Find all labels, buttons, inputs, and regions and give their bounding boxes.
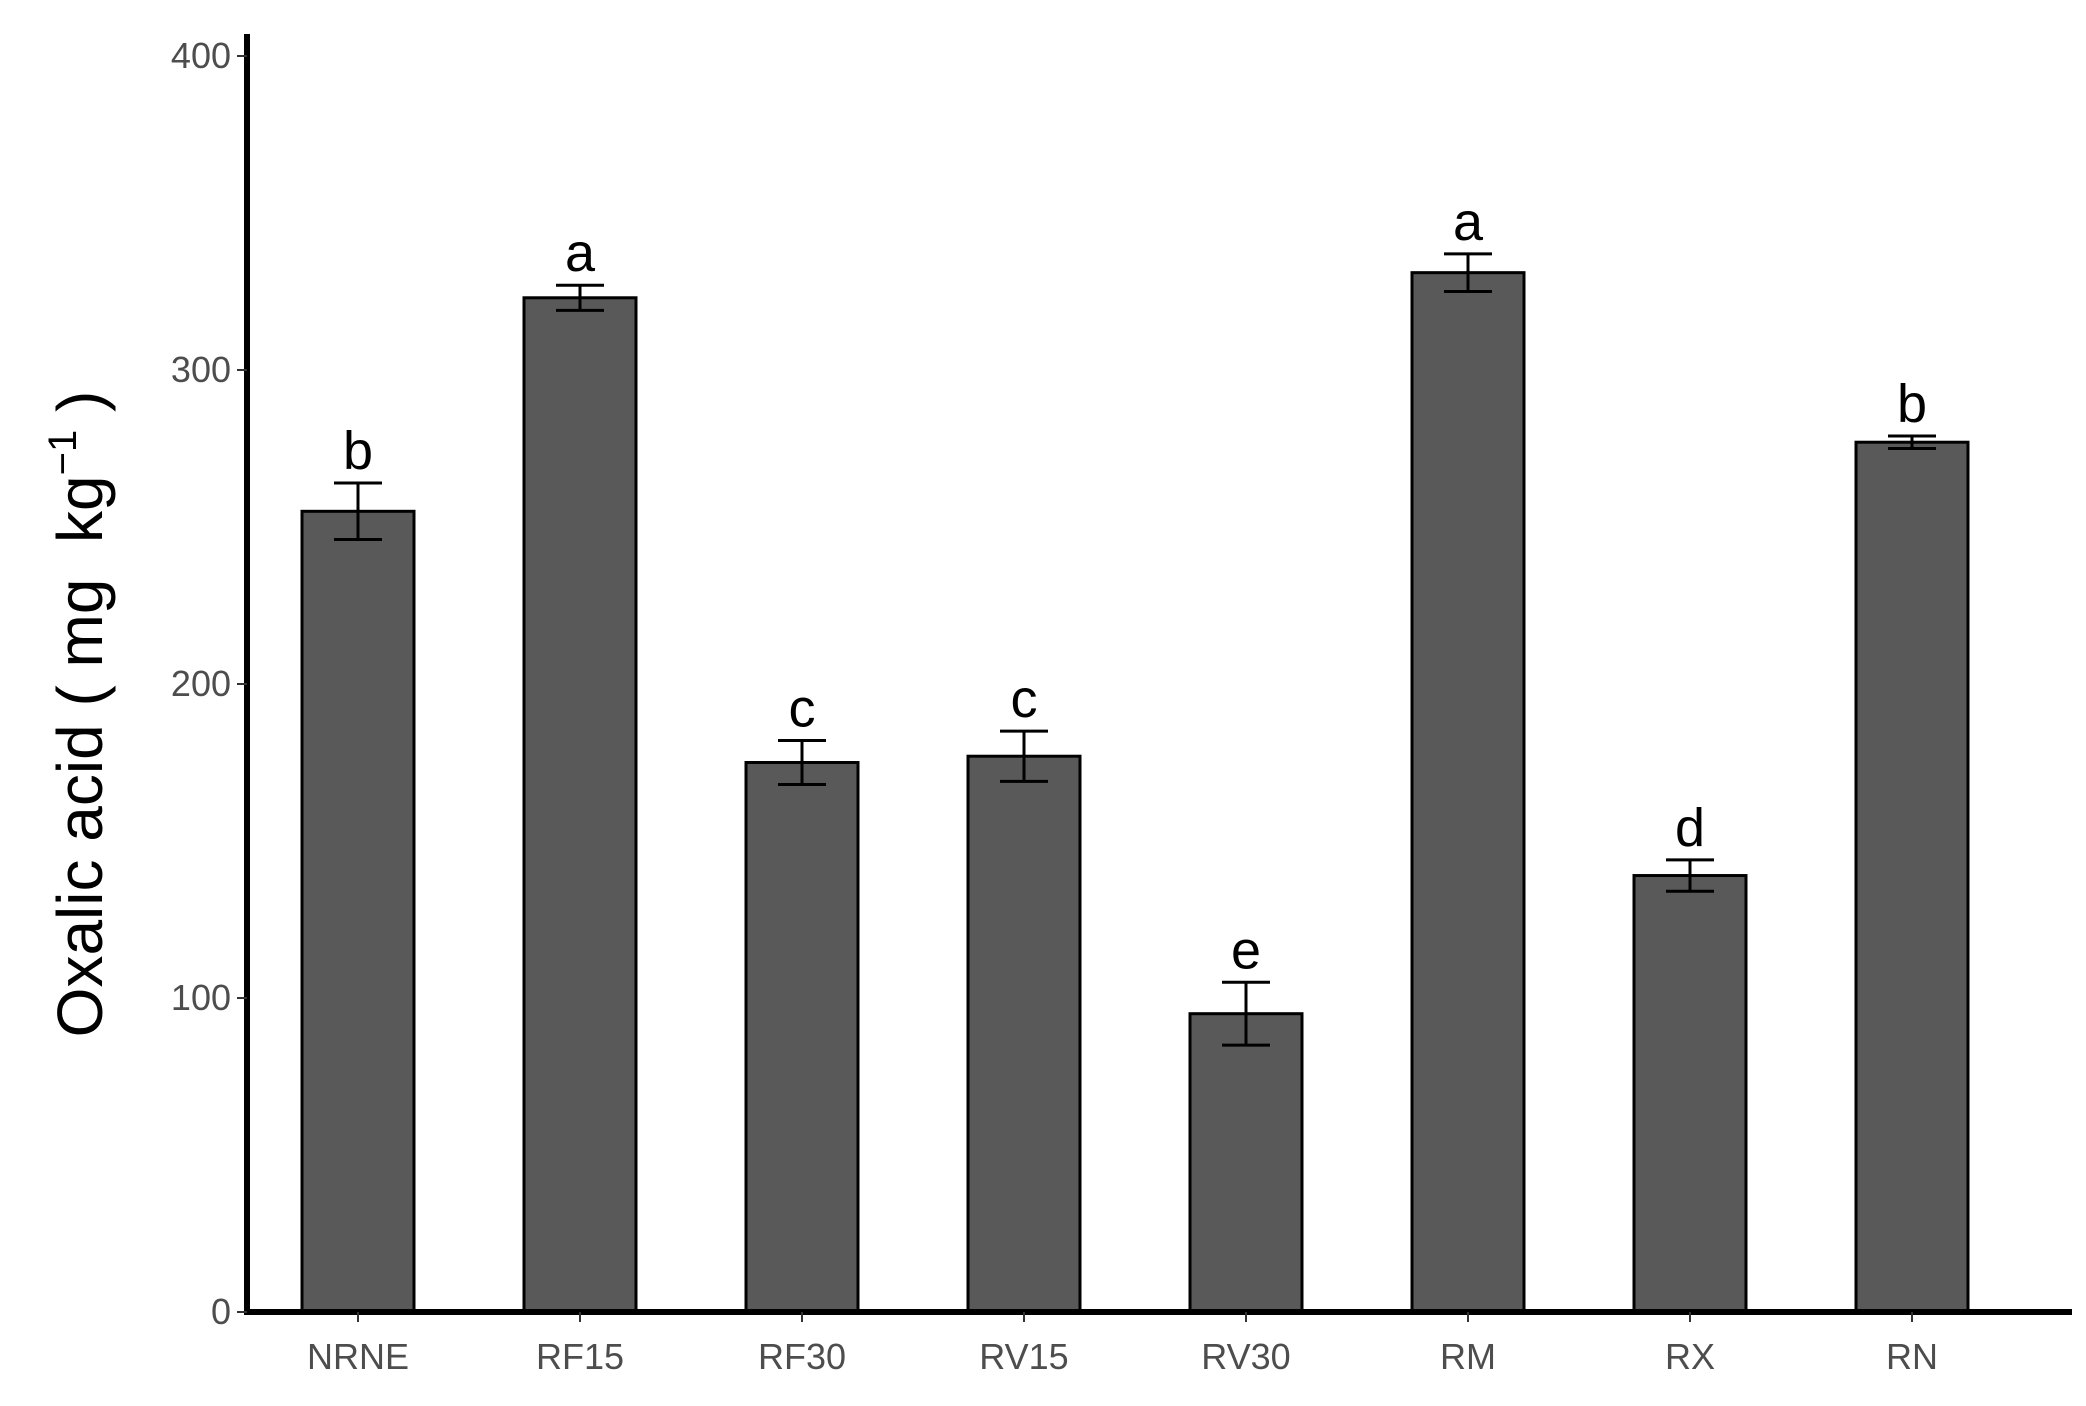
significance-label: c (789, 679, 816, 739)
error-bars (334, 252, 1936, 1047)
significance-label: d (1675, 798, 1705, 858)
y-ticks: 0 100 200 300 400 (171, 35, 247, 1332)
bar-rv15 (966, 754, 1082, 1314)
x-tick-label: RX (1665, 1336, 1715, 1377)
significance-label: b (1897, 374, 1927, 434)
x-tick-label: RF15 (536, 1336, 624, 1377)
bar-rm (1410, 271, 1526, 1314)
bar-rn (1854, 440, 1970, 1314)
y-axis-title-main: Oxalic acid ( mg kg (44, 475, 116, 1037)
significance-label: a (565, 223, 596, 283)
bar-nrne (300, 509, 416, 1314)
x-tick-label: RF30 (758, 1336, 846, 1377)
bar-rx (1632, 874, 1748, 1314)
significance-label: a (1453, 192, 1484, 252)
bar-rv30 (1188, 1012, 1304, 1314)
y-axis-title-superscript: −1 (41, 430, 85, 476)
x-tick-label: RV30 (1201, 1336, 1290, 1377)
bar-rf15 (522, 296, 638, 1314)
y-tick-label: 0 (211, 1291, 231, 1332)
y-tick-label: 200 (171, 663, 231, 704)
x-ticks: NRNE RF15 RF30 RV15 RV30 RM RX RN (307, 1312, 1938, 1377)
bar-marks (300, 271, 1970, 1314)
x-tick-label: NRNE (307, 1336, 409, 1377)
y-tick-label: 100 (171, 977, 231, 1018)
significance-label: b (343, 421, 373, 481)
y-tick-label: 400 (171, 35, 231, 76)
x-tick-label: RV15 (979, 1336, 1068, 1377)
bar-rf30 (744, 761, 860, 1314)
y-tick-label: 300 (171, 349, 231, 390)
y-axis-title: Oxalic acid ( mg kg−1 ) (41, 391, 116, 1038)
significance-labels: b a c c e a d b (343, 192, 1927, 980)
significance-label: e (1231, 920, 1261, 980)
significance-label: c (1011, 669, 1038, 729)
x-tick-label: RN (1886, 1336, 1938, 1377)
axes (244, 34, 2072, 1315)
y-axis-title-closing: ) (44, 391, 116, 430)
x-tick-label: RM (1440, 1336, 1496, 1377)
